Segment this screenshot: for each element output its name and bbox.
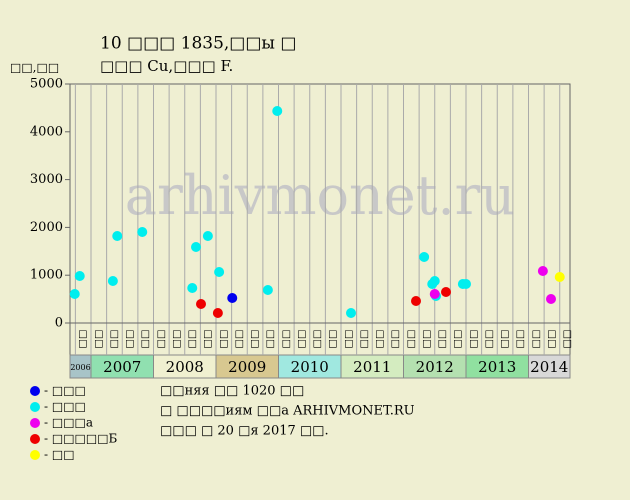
quarter-label: □□ xyxy=(140,330,151,349)
quarter-label: □□ xyxy=(296,330,307,349)
quarter-label: □□ xyxy=(312,330,323,349)
legend-marker xyxy=(30,418,40,428)
legend-label: - □□ xyxy=(44,448,75,462)
data-point xyxy=(187,283,198,294)
legend-label: - □□□□□Б xyxy=(44,432,118,446)
quarter-label: □□ xyxy=(531,330,542,349)
quarter-label: □□ xyxy=(453,330,464,349)
year-label: 2011 xyxy=(353,358,391,376)
quarter-label: □□ xyxy=(421,330,432,349)
data-point xyxy=(272,106,283,117)
note: □□няя □□ 1020 □□ xyxy=(160,384,304,399)
note: □□□ □ 20 □я 2017 □□. xyxy=(160,424,329,439)
note: □ □□□□иям □□а ARHIVMONET.RU xyxy=(160,404,415,419)
quarter-label: □□ xyxy=(265,330,276,349)
y-tick-label: 4000 xyxy=(30,124,63,139)
quarter-label: □□ xyxy=(390,330,401,349)
data-point xyxy=(441,286,451,297)
quarter-label: □□ xyxy=(203,330,214,349)
year-label: 2012 xyxy=(416,358,454,376)
quarter-label: □□ xyxy=(93,330,104,349)
quarter-label: □□ xyxy=(125,330,136,349)
quarter-label: □□ xyxy=(187,330,198,349)
data-point xyxy=(202,231,213,242)
quarter-label: □□ xyxy=(328,330,339,349)
legend-marker xyxy=(30,386,40,396)
data-point xyxy=(554,272,565,283)
data-point xyxy=(227,293,238,304)
year-label: 2006 xyxy=(70,363,90,372)
quarter-label: □□ xyxy=(156,330,167,349)
legend-label: - □□□ xyxy=(44,400,86,414)
data-point xyxy=(212,308,223,319)
legend-label: - □□□ xyxy=(44,384,86,398)
watermark: arhivmonet.ru xyxy=(125,164,515,227)
year-label: 2007 xyxy=(103,358,141,376)
quarter-label: □□ xyxy=(281,330,292,349)
data-point xyxy=(262,285,273,296)
y-tick-label: 1000 xyxy=(30,268,63,283)
quarter-label: □□ xyxy=(343,330,354,349)
data-point xyxy=(74,271,85,282)
legend-marker xyxy=(30,434,40,444)
year-label: 2013 xyxy=(478,358,516,376)
legend-marker xyxy=(30,450,40,460)
data-point xyxy=(537,265,548,276)
data-point xyxy=(191,241,201,252)
y-tick-label: 5000 xyxy=(30,77,63,92)
data-point xyxy=(546,294,556,305)
quarter-label: □□ xyxy=(546,330,557,349)
data-point xyxy=(346,308,356,319)
data-point xyxy=(196,299,206,310)
quarter-label: □□ xyxy=(562,330,573,349)
quarter-label: □□ xyxy=(468,330,479,349)
chart-subtitle: □□□ Cu,□□□ F. xyxy=(100,57,233,75)
y-axis-label: □□,□□ xyxy=(10,61,59,75)
quarter-label: □□ xyxy=(515,330,526,349)
legend-label: - □□□а xyxy=(44,416,93,430)
quarter-label: □□ xyxy=(359,330,370,349)
quarter-label: □□ xyxy=(250,330,261,349)
year-label: 2014 xyxy=(530,358,568,376)
quarter-label: □□ xyxy=(375,330,386,349)
data-point xyxy=(419,251,430,262)
data-point xyxy=(112,231,123,242)
y-tick-label: 2000 xyxy=(30,220,63,235)
quarter-label: □□ xyxy=(437,330,448,349)
chart-title: 10 □□□ 1835,□□ы □ xyxy=(100,34,296,54)
quarter-label: □□ xyxy=(171,330,182,349)
year-label: 2010 xyxy=(291,358,329,376)
data-point xyxy=(69,288,80,299)
data-point xyxy=(214,266,225,277)
data-point xyxy=(461,278,471,289)
quarter-label: □□ xyxy=(500,330,511,349)
quarter-label: □□ xyxy=(234,330,245,349)
data-point xyxy=(429,288,440,299)
y-tick-label: 0 xyxy=(55,316,63,331)
quarter-label: □□ xyxy=(218,330,229,349)
year-label: 2009 xyxy=(228,358,266,376)
quarter-label: □□ xyxy=(406,330,417,349)
data-point xyxy=(107,275,118,286)
quarter-label: □□ xyxy=(78,330,89,349)
quarter-label: □□ xyxy=(484,330,495,349)
data-point xyxy=(429,275,440,286)
quarter-label: □□ xyxy=(109,330,120,349)
year-label: 2008 xyxy=(166,358,204,376)
year-band xyxy=(528,354,571,379)
data-point xyxy=(411,296,421,307)
y-tick-label: 3000 xyxy=(30,172,63,187)
data-point xyxy=(137,226,148,237)
legend-marker xyxy=(30,402,40,412)
